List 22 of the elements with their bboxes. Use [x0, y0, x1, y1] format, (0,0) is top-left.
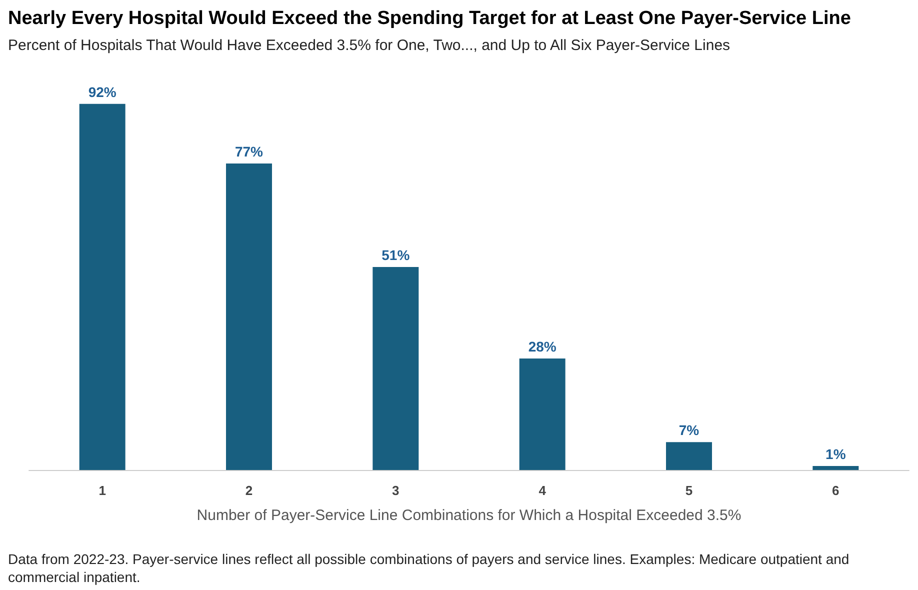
x-tick-label: 6 — [832, 483, 840, 498]
x-tick-label: 1 — [98, 483, 106, 498]
data-label: 7% — [678, 422, 700, 438]
bar — [666, 442, 712, 470]
bar — [226, 164, 272, 470]
data-label: 77% — [234, 144, 264, 160]
x-tick-label: 5 — [685, 483, 693, 498]
bar — [372, 267, 419, 470]
chart-title: Nearly Every Hospital Would Exceed the Spending Target for at Least One Payer-Service Line — [8, 8, 851, 30]
chart-subtitle: Percent of Hospitals That Would Have Exceeded 3.5% for One, Two..., and Up to All Six Payer-Service Lines — [8, 37, 730, 54]
x-axis-title: Number of Payer-Service Line Combinations for Which a Hospital Exceeded 3.5% — [196, 507, 742, 524]
bar — [519, 358, 566, 470]
text: Data from 2022-23. Payer-service lines reflect all possible combinations of payers and service lines. Examples: Medicare outpatient and commercial inpatient. — [8, 550, 850, 586]
bar — [812, 466, 859, 470]
x-tick-label: 4 — [538, 483, 547, 498]
x-tick-label: 2 — [245, 483, 253, 498]
x-tick-label: 3 — [392, 483, 400, 498]
data-label: 28% — [528, 338, 557, 355]
bar — [79, 104, 126, 470]
data-label: 92% — [88, 84, 117, 100]
data-label: 51% — [382, 247, 410, 264]
data-label: 1% — [826, 446, 846, 462]
